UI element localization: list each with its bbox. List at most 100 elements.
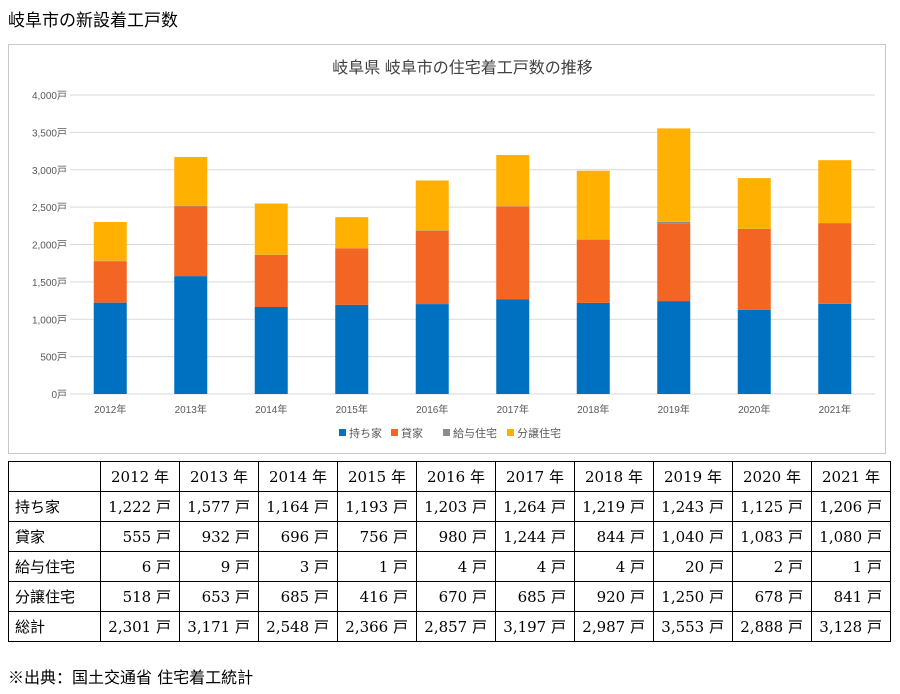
table-header-row: 2012 年 2013 年 2014 年 2015 年 2016 年 2017 … (8, 461, 891, 492)
column-header: 2020 年 (732, 461, 812, 492)
bar-segment-4 (93, 222, 127, 261)
table-cell: 3,171 戸 (179, 611, 259, 642)
column-header: 2014 年 (258, 461, 338, 492)
table-body: 持ち家 1,222 戸 1,577 戸 1,164 戸 1,193 戸 1,203 戸 1,… (8, 491, 891, 642)
bar-segment-2 (254, 254, 288, 307)
table-cell: 2,987 戸 (574, 611, 654, 642)
x-tick-label: 2019年 (658, 403, 690, 416)
y-tick-label: 1,500戸 (32, 277, 67, 289)
chart-frame: 岐阜県 岐阜市の住宅着工戸数の推移 0戸 500戸 1,000戸 1,500戸 2,000… (8, 44, 886, 454)
bar-segment-4 (818, 160, 852, 224)
x-tick-label: 2020年 (738, 403, 770, 416)
table-cell: 1,206 戸 (811, 491, 891, 522)
bar-segment-2 (818, 223, 852, 304)
table-cell: 696 戸 (258, 521, 338, 552)
table-cell: 1,164 戸 (258, 491, 338, 522)
table-cell: 1,244 戸 (495, 521, 575, 552)
page-title: 岐阜市の新設着工戸数 (8, 11, 178, 31)
legend-swatch (507, 429, 514, 436)
y-tick-label: 1,000戸 (32, 314, 67, 326)
table-cell: 685 戸 (258, 581, 338, 612)
table-cell: 1,080 戸 (811, 521, 891, 552)
y-tick-label: 3,000戸 (32, 165, 67, 177)
table-cell: 1,040 戸 (653, 521, 733, 552)
x-tick-label: 2017年 (497, 403, 529, 416)
row-header: 給与住宅 (8, 551, 101, 582)
bar-segment-2 (415, 230, 449, 305)
table-cell: 2,548 戸 (258, 611, 338, 642)
table-cell: 1,243 戸 (653, 491, 733, 522)
chart-svg: 岐阜県 岐阜市の住宅着工戸数の推移 0戸 500戸 1,000戸 1,500戸 2,000… (32, 59, 875, 440)
table-cell: 3,553 戸 (653, 611, 733, 642)
bar-segment-1 (254, 306, 288, 394)
y-tick-label: 2,500戸 (32, 202, 67, 214)
x-tick-label: 2015年 (336, 403, 368, 416)
x-tick-label: 2012年 (94, 403, 126, 416)
table-cell: 1,250 戸 (653, 581, 733, 612)
column-header: 2015 年 (337, 461, 417, 492)
table-cell: 2,301 戸 (100, 611, 180, 642)
legend-label: 貸家 (401, 426, 423, 440)
source-footnote: ※出典：国土交通省 住宅着工統計 (8, 668, 254, 687)
x-tick-label: 2013年 (175, 403, 207, 416)
bar-segment-4 (496, 155, 530, 207)
data-table: 2012 年 2013 年 2014 年 2015 年 2016 年 2017 … (8, 461, 891, 642)
y-tick-label: 3,500戸 (32, 127, 67, 139)
legend-swatch (339, 429, 346, 436)
table-cell: 1,577 戸 (179, 491, 259, 522)
y-tick-label: 500戸 (40, 352, 67, 364)
legend-label: 給与住宅 (453, 426, 497, 440)
bar-segment-4 (576, 170, 610, 240)
table-cell: 841 戸 (811, 581, 891, 612)
legend-label: 持ち家 (349, 426, 382, 440)
table-cell: 416 戸 (337, 581, 417, 612)
table-cell: 3,128 戸 (811, 611, 891, 642)
table-cell: 518 戸 (100, 581, 180, 612)
x-tick-label: 2016年 (416, 403, 448, 416)
table-corner-cell (8, 461, 101, 492)
column-header: 2013 年 (179, 461, 259, 492)
column-header: 2012 年 (100, 461, 180, 492)
x-tick-label: 2018年 (577, 403, 609, 416)
table-cell: 20 戸 (653, 551, 733, 582)
table-cell: 4 戸 (495, 551, 575, 582)
table-cell: 2,857 戸 (416, 611, 496, 642)
table-cell: 1,125 戸 (732, 491, 812, 522)
table-cell: 1,083 戸 (732, 521, 812, 552)
table-cell: 9 戸 (179, 551, 259, 582)
table-cell: 756 戸 (337, 521, 417, 552)
legend-swatch (443, 429, 450, 436)
bar-segment-1 (496, 299, 530, 394)
table-cell: 980 戸 (416, 521, 496, 552)
column-header: 2021 年 (811, 461, 891, 492)
row-header: 持ち家 (8, 491, 101, 522)
table-row: 持ち家 1,222 戸 1,577 戸 1,164 戸 1,193 戸 1,203 戸 1,… (8, 491, 891, 522)
bar-segment-1 (335, 304, 369, 394)
x-tick-label: 2014年 (255, 403, 287, 416)
table-cell: 1 戸 (811, 551, 891, 582)
bar-segment-2 (737, 228, 771, 310)
table-cell: 2,366 戸 (337, 611, 417, 642)
column-header: 2018 年 (574, 461, 654, 492)
column-header: 2017 年 (495, 461, 575, 492)
table-cell: 1,264 戸 (495, 491, 575, 522)
table-cell: 844 戸 (574, 521, 654, 552)
table-cell: 2,888 戸 (732, 611, 812, 642)
table-cell: 653 戸 (179, 581, 259, 612)
y-tick-label: 0戸 (51, 389, 67, 401)
y-tick-label: 2,000戸 (32, 240, 67, 252)
table-cell: 3 戸 (258, 551, 338, 582)
row-header: 貸家 (8, 521, 101, 552)
bar-segment-2 (335, 248, 369, 305)
table-cell: 1,203 戸 (416, 491, 496, 522)
table-cell: 1,219 戸 (574, 491, 654, 522)
y-tick-label: 4,000戸 (32, 90, 67, 102)
table-cell: 932 戸 (179, 521, 259, 552)
bar-segment-3 (174, 205, 208, 207)
table-row: 総計 2,301 戸 3,171 戸 2,548 戸 2,366 戸 2,857 戸 3,1… (8, 611, 891, 642)
row-header: 分譲住宅 (8, 581, 101, 612)
bar-segment-4 (335, 217, 369, 249)
